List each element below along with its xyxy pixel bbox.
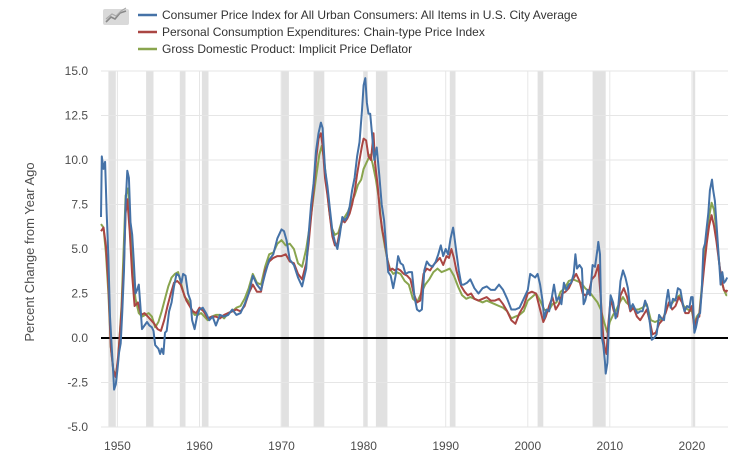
y-axis-tick-labels: 15.0 12.5 10.0 7.5 5.0 2.5 0.0 -2.5 -5.0 — [65, 64, 89, 434]
legend-label-gdp-deflator: Gross Domestic Product: Implicit Price D… — [162, 42, 412, 56]
y-tick-label: 10.0 — [65, 153, 89, 167]
legend-label-cpi: Consumer Price Index for All Urban Consu… — [162, 8, 578, 22]
pce-line[interactable] — [100, 132, 729, 379]
legend-item-cpi[interactable]: Consumer Price Index for All Urban Consu… — [138, 8, 578, 22]
x-tick-label: 2000 — [514, 439, 541, 453]
y-tick-label: 15.0 — [65, 64, 89, 78]
y-tick-label: -5.0 — [67, 420, 88, 434]
y-tick-label: 7.5 — [71, 198, 88, 212]
cpi-line[interactable] — [100, 77, 729, 391]
x-tick-label: 1960 — [186, 439, 213, 453]
y-tick-label: 12.5 — [65, 109, 89, 123]
y-axis-title: Percent Change from Year Ago — [22, 162, 37, 341]
y-tick-label: 0.0 — [71, 331, 88, 345]
y-tick-label: 2.5 — [71, 287, 88, 301]
series-lines[interactable] — [100, 77, 729, 391]
legend-label-pce: Personal Consumption Expenditures: Chain… — [162, 25, 485, 39]
line-chart-icon — [103, 7, 129, 25]
y-tick-label: -2.5 — [67, 376, 88, 390]
x-tick-label: 2020 — [679, 439, 706, 453]
y-tick-label: 5.0 — [71, 242, 88, 256]
legend-item-gdp-deflator[interactable]: Gross Domestic Product: Implicit Price D… — [138, 42, 412, 56]
x-axis-tick-labels: 1950 1960 1970 1980 1990 2000 2010 2020 — [104, 439, 706, 453]
x-tick-label: 1990 — [432, 439, 459, 453]
x-tick-label: 1980 — [350, 439, 377, 453]
x-tick-label: 1970 — [268, 439, 295, 453]
x-tick-label: 2010 — [596, 439, 623, 453]
x-tick-label: 1950 — [104, 439, 131, 453]
legend[interactable]: Consumer Price Index for All Urban Consu… — [103, 7, 578, 56]
legend-item-pce[interactable]: Personal Consumption Expenditures: Chain… — [138, 25, 485, 39]
